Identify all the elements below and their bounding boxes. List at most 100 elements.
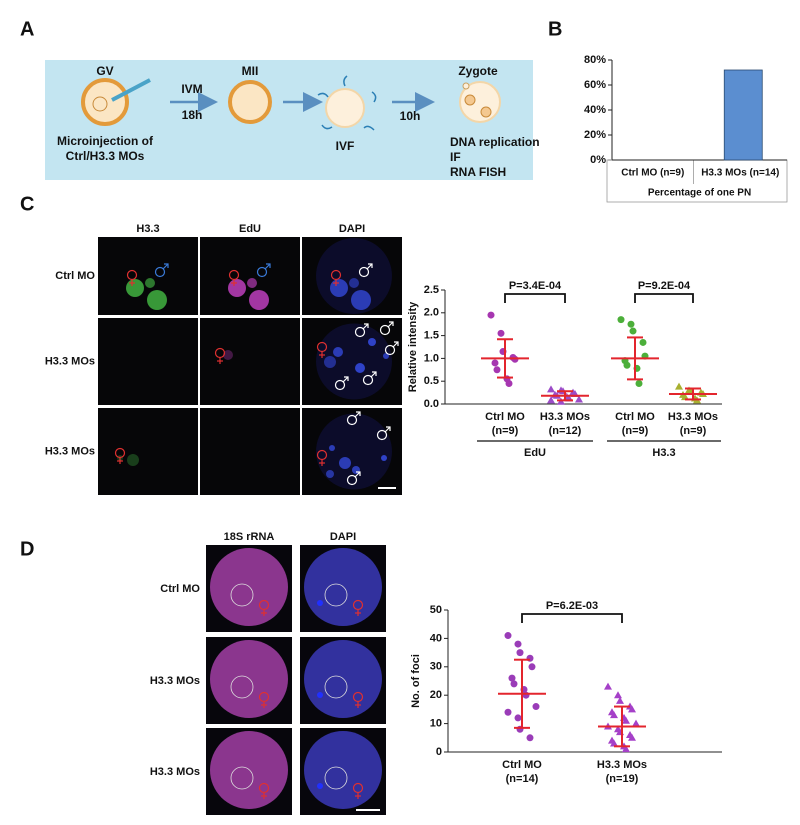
x-tick-label: (n=12) [549, 425, 582, 437]
row-label: Ctrl MO [55, 270, 95, 282]
data-point [504, 708, 512, 716]
assay-label: IF [450, 150, 461, 164]
data-point [627, 320, 635, 328]
assay-label: DNA replication [450, 135, 540, 149]
y-axis-label: No. of foci [410, 654, 422, 708]
symbol [346, 474, 358, 486]
data-point [514, 714, 522, 722]
nucleus [126, 279, 144, 297]
symbol [386, 426, 391, 431]
stage-label: Zygote [458, 64, 498, 78]
nucleus [351, 290, 371, 310]
p-value: P=3.4E-04 [509, 280, 562, 292]
symbol [394, 341, 399, 346]
y-axis-label: Relative intensity [407, 301, 419, 392]
data-point [508, 674, 516, 682]
column-header: DAPI [339, 223, 365, 235]
symbol [368, 263, 373, 268]
data-point [516, 649, 524, 657]
symbol [154, 266, 166, 278]
ivf-oocyte [325, 88, 365, 128]
panel-label: A [20, 18, 34, 40]
data-point [491, 359, 499, 367]
y-tick-label: 40 [430, 632, 442, 644]
data-point [510, 680, 518, 688]
symbol [162, 263, 169, 270]
row-label: H3.3 MOs [45, 355, 95, 367]
data-point [514, 640, 522, 648]
symbol [384, 344, 396, 356]
symbol [387, 321, 394, 328]
y-tick-label: 1.5 [424, 330, 439, 342]
nucleus [324, 356, 336, 368]
x-tick-label: (n=14) [506, 773, 539, 785]
step-label: Microinjection of [57, 134, 154, 148]
column-header: DAPI [330, 531, 356, 543]
y-tick-label: 0% [590, 154, 606, 166]
significance-bracket [521, 613, 623, 623]
y-tick-label: 30 [430, 661, 442, 673]
micrograph [200, 408, 300, 495]
x-tick-label: H3.3 MOs [540, 411, 590, 423]
panel-label: B [548, 18, 562, 40]
data-point [526, 654, 534, 662]
p-value: P=9.2E-04 [638, 280, 691, 292]
nucleus [247, 278, 257, 288]
nucleus [145, 278, 155, 288]
symbol [384, 426, 391, 433]
data-point [547, 396, 555, 404]
y-tick-label: 60% [584, 79, 606, 91]
group-label: EdU [524, 447, 546, 459]
data-point [681, 393, 689, 401]
x-tick-label: Ctrl MO (n=9) [621, 168, 684, 179]
data-point [487, 311, 495, 319]
micrograph [98, 408, 198, 495]
symbol [370, 371, 377, 378]
data-point [639, 338, 647, 346]
nucleus [317, 692, 323, 698]
nucleus [383, 353, 389, 359]
assay-label: RNA FISH [450, 165, 506, 179]
data-point [675, 382, 683, 390]
data-point [623, 361, 631, 369]
data-point [614, 691, 622, 699]
symbol [354, 411, 361, 418]
symbol [164, 263, 169, 268]
stage-label: GV [96, 64, 113, 78]
data-point [547, 385, 555, 393]
y-tick-label: 20% [584, 129, 606, 141]
nucleus [249, 290, 269, 310]
row-label: H3.3 MOs [45, 445, 95, 457]
symbol [389, 321, 394, 326]
data-point [635, 379, 643, 387]
data-point [528, 663, 536, 671]
x-axis-label: Percentage of one PN [648, 188, 751, 199]
x-tick-label: H3.3 MOs [668, 411, 718, 423]
data-point [493, 366, 501, 374]
micrograph [200, 318, 300, 405]
symbol [366, 263, 373, 270]
p-value: P=6.2E-03 [546, 600, 598, 612]
nucleus [339, 457, 351, 469]
data-point [628, 705, 636, 713]
data-point [575, 395, 583, 403]
symbol [362, 323, 369, 330]
diagram-background [45, 60, 533, 180]
workflow-diagram: GV Microinjection of Ctrl/H3.3 MOs IVM 1… [45, 60, 540, 180]
bar [723, 69, 763, 161]
y-tick-label: 50 [430, 604, 442, 616]
x-tick-label: Ctrl MO [502, 759, 542, 771]
symbol [356, 411, 361, 416]
nucleus [330, 279, 348, 297]
nucleus [326, 470, 334, 478]
nucleus [368, 338, 376, 346]
symbol [334, 379, 346, 391]
symbol [342, 376, 349, 383]
x-tick-label: Ctrl MO [485, 411, 525, 423]
x-tick-label: H3.3 MOs [597, 759, 647, 771]
data-point [617, 316, 625, 324]
cell-outline [316, 413, 392, 490]
x-tick-label: (n=19) [606, 773, 639, 785]
data-point [629, 327, 637, 335]
